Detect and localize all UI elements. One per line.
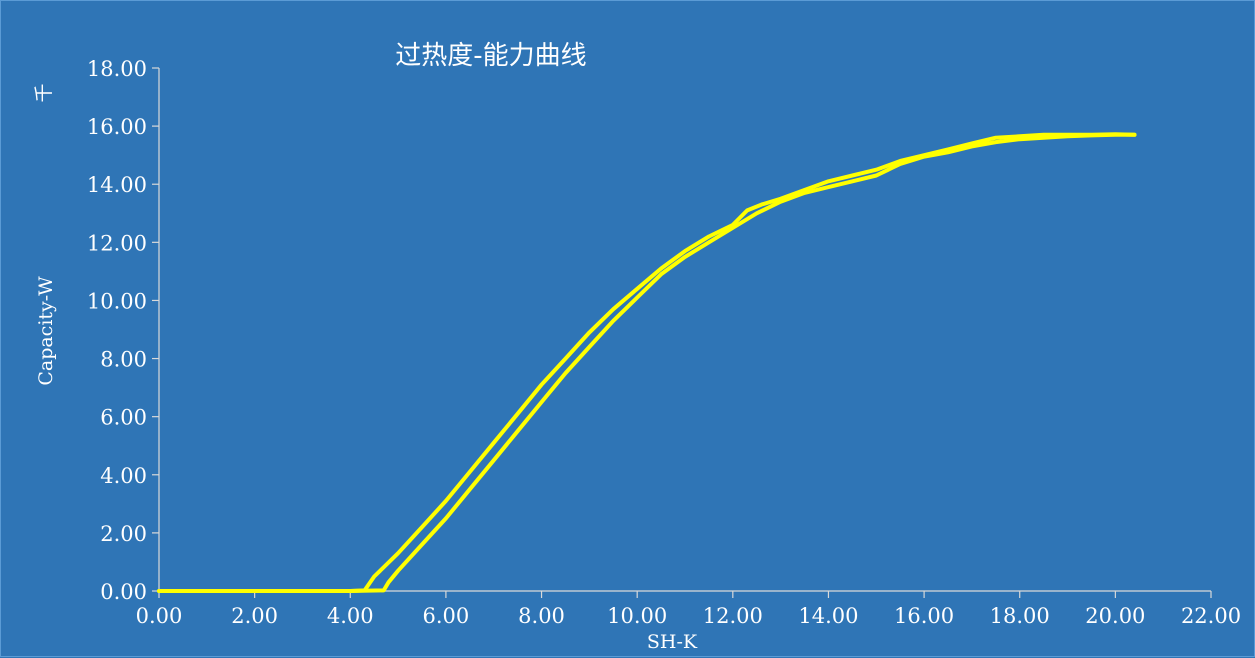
x-tick-label: 18.00: [990, 604, 1050, 628]
y-tick-label: 6.00: [100, 406, 147, 430]
series-layer: [157, 132, 1137, 593]
y-tick-label: 12.00: [87, 231, 147, 255]
y-tick-label: 18.00: [87, 57, 147, 81]
y-tick-label: 0.00: [100, 580, 147, 604]
x-tick-label: 6.00: [423, 604, 470, 628]
series-line-1: [157, 132, 1137, 593]
x-tick-label: 8.00: [518, 604, 565, 628]
x-tick-label: 20.00: [1085, 604, 1145, 628]
x-axis-title: SH-K: [647, 631, 698, 653]
x-tick-label: 10.00: [607, 604, 667, 628]
y-tick-label: 8.00: [100, 348, 147, 372]
y-axis-title: Capacity-W: [35, 276, 57, 386]
x-tick-label: 0.00: [136, 604, 183, 628]
x-tick-label: 12.00: [703, 604, 763, 628]
x-tick-label: 22.00: [1181, 604, 1241, 628]
x-tick-label: 4.00: [327, 604, 374, 628]
x-tick-label: 14.00: [798, 604, 858, 628]
chart-title: 过热度-能力曲线: [395, 41, 586, 71]
y-tick-label: 2.00: [100, 522, 147, 546]
x-tick-label: 16.00: [894, 604, 954, 628]
x-tick-label: 2.00: [231, 604, 278, 628]
series-line-2: [157, 132, 1137, 593]
y-tick-label: 4.00: [100, 464, 147, 488]
y-tick-label: 10.00: [87, 289, 147, 313]
y-tick-label: 16.00: [87, 115, 147, 139]
y-axis-ticks: 0.00 2.00 4.00 6.00 8.00 10.00 12.00 14.00 16.00…: [87, 57, 159, 604]
x-axis-ticks: 0.00 2.00 4.00 6.00 8.00 10.00 12.00 14.00 16.00…: [136, 591, 1241, 628]
y-tick-label: 14.00: [87, 173, 147, 197]
y-axis-unit-label: 千: [33, 83, 55, 102]
